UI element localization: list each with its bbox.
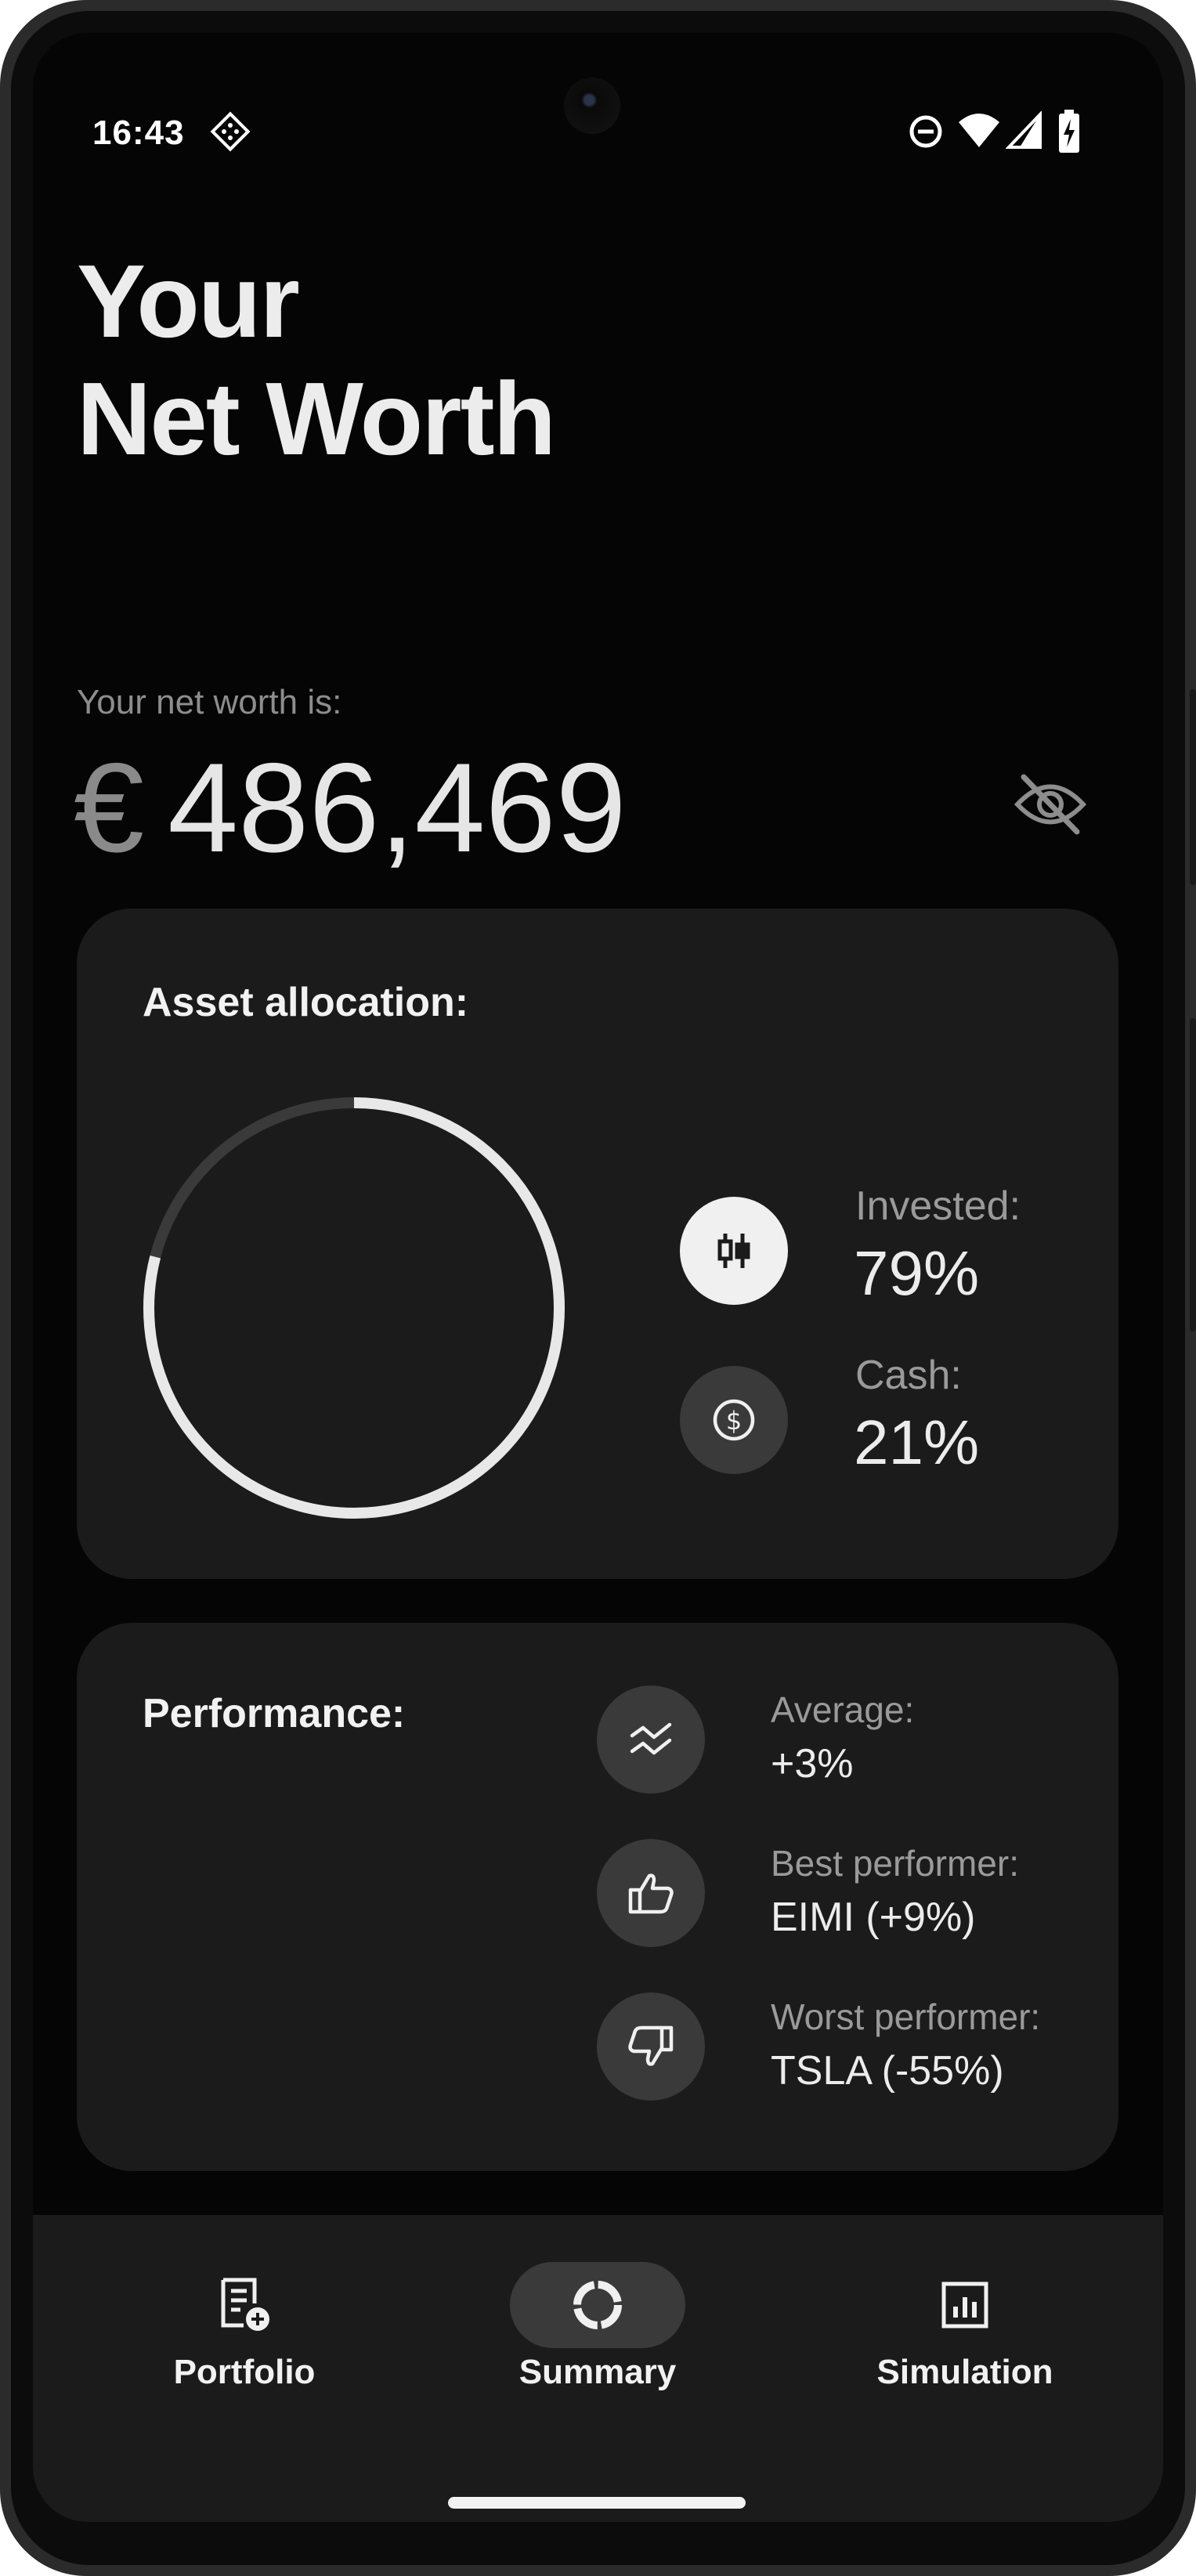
thumbs-down-icon (628, 2025, 674, 2066)
battery-charging-icon (1059, 110, 1079, 153)
performance-title: Performance: (143, 1691, 406, 1736)
power-button (1190, 689, 1196, 885)
best-performer-value: EIMI (+9%) (771, 1895, 976, 1940)
worst-performer-label: Worst performer: (771, 1996, 1041, 2037)
invested-value: 79% (854, 1238, 980, 1308)
nav-simulation-icon-wrap (877, 2262, 1053, 2348)
svg-text:$: $ (726, 1406, 742, 1436)
net-worth-amount: 486,469 (168, 737, 627, 879)
nav-item-portfolio[interactable]: Portfolio (103, 2215, 385, 2391)
document-add-icon (221, 2278, 269, 2331)
cash-badge: $ (680, 1366, 788, 1474)
average-value: +3% (771, 1741, 854, 1787)
nav-label-portfolio: Portfolio (173, 2353, 316, 2391)
nav-label-summary: Summary (519, 2353, 677, 2391)
average-badge (597, 1685, 705, 1794)
nav-label-simulation: Simulation (876, 2353, 1053, 2391)
front-camera (564, 78, 620, 134)
nav-summary-active-pill (510, 2262, 685, 2348)
cash-label: Cash: (855, 1353, 962, 1398)
asset-allocation-card: Asset allocation: Invested: 79% $ (77, 909, 1118, 1579)
candlestick-icon (717, 1234, 750, 1268)
invested-label: Invested: (855, 1183, 1021, 1229)
trend-icon (630, 1722, 672, 1755)
eye-off-icon[interactable] (1013, 769, 1088, 840)
performance-card: Performance: Average: +3% Best pe (77, 1623, 1118, 2171)
net-worth-label: Your net worth is: (77, 683, 342, 721)
page-title: Your Net Worth (77, 243, 556, 478)
status-time: 16:43 (92, 114, 185, 152)
worst-performer-value: TSLA (-55%) (771, 2048, 1004, 2094)
asset-allocation-title: Asset allocation: (143, 980, 469, 1025)
net-worth-value: €486,469 (74, 734, 627, 883)
invested-badge (680, 1197, 788, 1305)
allocation-donut (143, 1097, 565, 1519)
wifi-icon (959, 114, 999, 147)
average-label: Average: (771, 1689, 915, 1730)
volume-button (1190, 1018, 1196, 1331)
bottom-navigation: Portfolio Summary Simulation (33, 2215, 1163, 2522)
invested-ring (143, 1097, 565, 1519)
thumbs-up-icon (628, 1873, 674, 1914)
dollar-coin-icon: $ (713, 1399, 755, 1441)
donut-icon (573, 2281, 622, 2329)
best-performer-label: Best performer: (771, 1843, 1019, 1884)
nav-item-summary[interactable]: Summary (457, 2215, 739, 2391)
title-line-2: Net Worth (77, 361, 556, 476)
bar-chart-icon (941, 2282, 988, 2329)
worst-performer-badge (597, 1993, 705, 2101)
nav-portfolio-icon-wrap (157, 2262, 332, 2348)
best-performer-badge (597, 1839, 705, 1947)
home-indicator[interactable] (448, 2497, 746, 2509)
screen: 16:43 Your Net Worth Your net worth is: … (33, 33, 1163, 2522)
assistant-icon (210, 111, 251, 152)
title-line-1: Your (77, 244, 300, 359)
currency-symbol: € (74, 737, 145, 879)
do-not-disturb-icon (909, 115, 942, 148)
signal-icon (1006, 111, 1042, 149)
nav-item-simulation[interactable]: Simulation (824, 2215, 1106, 2391)
cash-value: 21% (854, 1407, 980, 1477)
